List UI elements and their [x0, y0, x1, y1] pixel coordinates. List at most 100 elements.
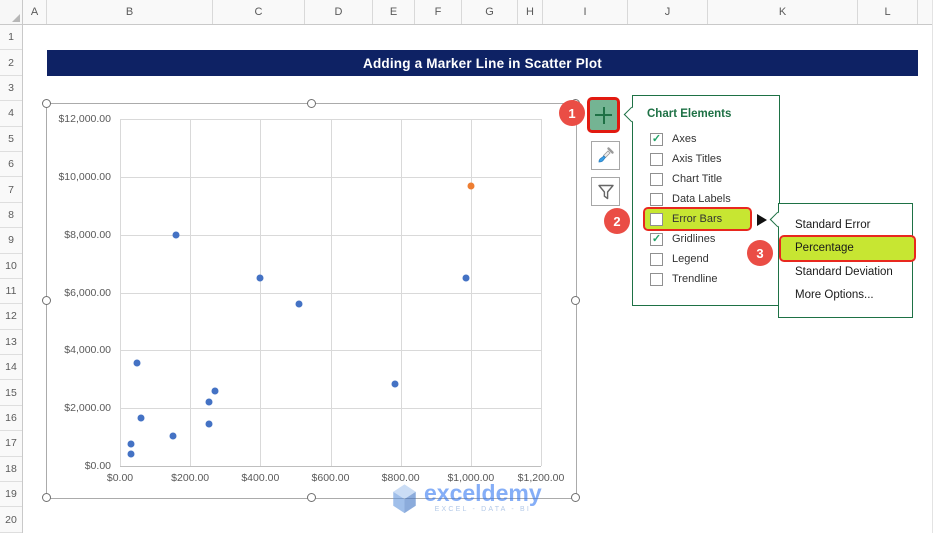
select-all-corner[interactable]	[0, 0, 23, 25]
checkbox-chart-title[interactable]	[650, 172, 663, 186]
x-axis-line	[120, 466, 541, 467]
chart-elements-item-data-labels[interactable]: Data Labels	[645, 189, 750, 209]
y-axis-tick-label: $12,000.00	[58, 113, 111, 125]
row-header-17[interactable]: 17	[0, 431, 22, 457]
submenu-item-percentage[interactable]: Percentage	[779, 234, 916, 262]
scatter-point-blue-series[interactable]	[172, 231, 180, 239]
x-axis-tick-label: $0.00	[106, 472, 134, 484]
row-header-9[interactable]: 9	[0, 228, 22, 254]
checkbox-error-bars[interactable]	[650, 212, 663, 226]
selection-handle[interactable]	[571, 493, 580, 502]
column-header-A[interactable]: A	[23, 0, 47, 24]
horizontal-gridline	[120, 292, 541, 294]
column-header-D[interactable]: D	[305, 0, 373, 24]
checkbox-data-labels[interactable]	[650, 192, 663, 206]
exceldemy-logo-icon	[393, 484, 416, 514]
y-axis-tick-label: $10,000.00	[58, 170, 111, 183]
x-axis-tick-label: $800.00	[381, 472, 420, 484]
chart-elements-item-axes[interactable]: ✓ Axes	[645, 129, 750, 149]
row-header-12[interactable]: 12	[0, 304, 22, 330]
selection-handle[interactable]	[42, 296, 51, 305]
horizontal-gridline	[120, 234, 541, 236]
scatter-point-blue-series[interactable]	[256, 274, 264, 282]
column-header-I[interactable]: I	[543, 0, 628, 24]
column-header-H[interactable]: H	[518, 0, 543, 24]
vertical-gridline	[541, 119, 542, 466]
horizontal-gridline	[120, 408, 541, 410]
title-banner: Adding a Marker Line in Scatter Plot	[47, 50, 918, 76]
selection-handle[interactable]	[571, 296, 580, 305]
scatter-point-blue-series[interactable]	[211, 387, 219, 395]
checkbox-axis-titles[interactable]	[650, 152, 663, 166]
scatter-point-blue-series[interactable]	[295, 300, 303, 308]
watermark-tagline-text: EXCEL - DATA - BI	[434, 506, 532, 513]
scatter-point-blue-series[interactable]	[391, 380, 399, 388]
row-header-2[interactable]: 2	[0, 50, 22, 76]
checkbox-axes[interactable]: ✓	[650, 132, 663, 146]
row-header-10[interactable]: 10	[0, 254, 22, 279]
checkbox-gridlines[interactable]: ✓	[650, 232, 663, 246]
row-header-11[interactable]: 11	[0, 279, 22, 305]
selection-handle[interactable]	[306, 493, 316, 502]
row-header-19[interactable]: 19	[0, 482, 22, 508]
y-axis-tick-labels: $0.00 $2,000.00 $4,000.00 $6,000.00 $8,000.0…	[49, 113, 115, 472]
submenu-item-standard-deviation[interactable]: Standard Deviation	[795, 265, 893, 278]
column-header-L[interactable]: L	[858, 0, 918, 24]
chart-elements-item-axis-titles[interactable]: Axis Titles	[645, 149, 750, 169]
chart-elements-button[interactable]	[587, 97, 620, 133]
chart-elements-item-label: Data Labels	[672, 193, 731, 205]
scatter-point-blue-series[interactable]	[205, 398, 213, 406]
selection-handle[interactable]	[42, 99, 51, 108]
scatter-point-blue-series[interactable]	[127, 450, 135, 458]
column-header-E[interactable]: E	[373, 0, 415, 24]
row-header-1[interactable]: 1	[0, 25, 22, 51]
scatter-point-blue-series[interactable]	[133, 359, 141, 367]
column-header-J[interactable]: J	[628, 0, 708, 24]
scatter-point-orange-point[interactable]	[467, 182, 475, 189]
row-header-8[interactable]: 8	[0, 203, 22, 229]
column-header-filler	[918, 0, 932, 24]
row-header-4[interactable]: 4	[0, 101, 22, 127]
chart-elements-item-error-bars[interactable]: Error Bars	[643, 207, 752, 231]
column-header-K[interactable]: K	[708, 0, 858, 24]
scatter-point-blue-series[interactable]	[169, 432, 177, 440]
selection-handle[interactable]	[306, 99, 316, 108]
row-header-14[interactable]: 14	[0, 355, 22, 381]
column-header-G[interactable]: G	[462, 0, 518, 24]
y-axis-tick-label: $6,000.00	[64, 286, 111, 299]
step-badge-1: 1	[559, 100, 585, 126]
scatter-chart[interactable]: $0.00 $2,000.00 $4,000.00 $6,000.00 $8,000.0…	[42, 99, 580, 502]
chart-filters-button[interactable]	[591, 177, 620, 206]
column-header-B[interactable]: B	[47, 0, 213, 24]
error-bars-submenu-arrow-icon[interactable]	[757, 214, 767, 226]
row-header-3[interactable]: 3	[0, 76, 22, 102]
scatter-point-blue-series[interactable]	[462, 274, 470, 282]
row-header-18[interactable]: 18	[0, 457, 22, 483]
column-header-F[interactable]: F	[415, 0, 462, 24]
row-header-16[interactable]: 16	[0, 406, 22, 432]
chart-elements-item-label: Gridlines	[672, 233, 716, 245]
row-header-6[interactable]: 6	[0, 152, 22, 178]
chart-elements-item-gridlines[interactable]: ✓ Gridlines	[645, 229, 750, 249]
scatter-point-blue-series[interactable]	[127, 440, 135, 448]
chart-elements-item-chart-title[interactable]: Chart Title	[645, 169, 750, 189]
checkbox-trendline[interactable]	[650, 272, 663, 286]
column-header-C[interactable]: C	[213, 0, 305, 24]
submenu-item-more-options[interactable]: More Options...	[795, 289, 874, 302]
chart-elements-item-legend[interactable]: Legend	[645, 249, 750, 269]
chart-elements-item-trendline[interactable]: Trendline	[645, 269, 750, 289]
row-header-15[interactable]: 15	[0, 380, 22, 406]
chart-elements-item-label: Chart Title	[672, 173, 723, 185]
row-header-13[interactable]: 13	[0, 330, 22, 356]
chart-styles-button[interactable]	[591, 141, 620, 170]
horizontal-gridline	[120, 350, 541, 352]
submenu-item-standard-error[interactable]: Standard Error	[795, 218, 871, 231]
scatter-point-blue-series[interactable]	[137, 414, 145, 422]
selection-handle[interactable]	[42, 493, 51, 502]
chart-elements-list: ✓ Axes Axis Titles Chart Title Data Labels Er…	[633, 129, 752, 289]
row-header-20[interactable]: 20	[0, 507, 22, 533]
scatter-point-blue-series[interactable]	[205, 420, 213, 428]
checkbox-legend[interactable]	[650, 252, 663, 266]
row-header-5[interactable]: 5	[0, 127, 22, 152]
row-header-7[interactable]: 7	[0, 177, 22, 203]
